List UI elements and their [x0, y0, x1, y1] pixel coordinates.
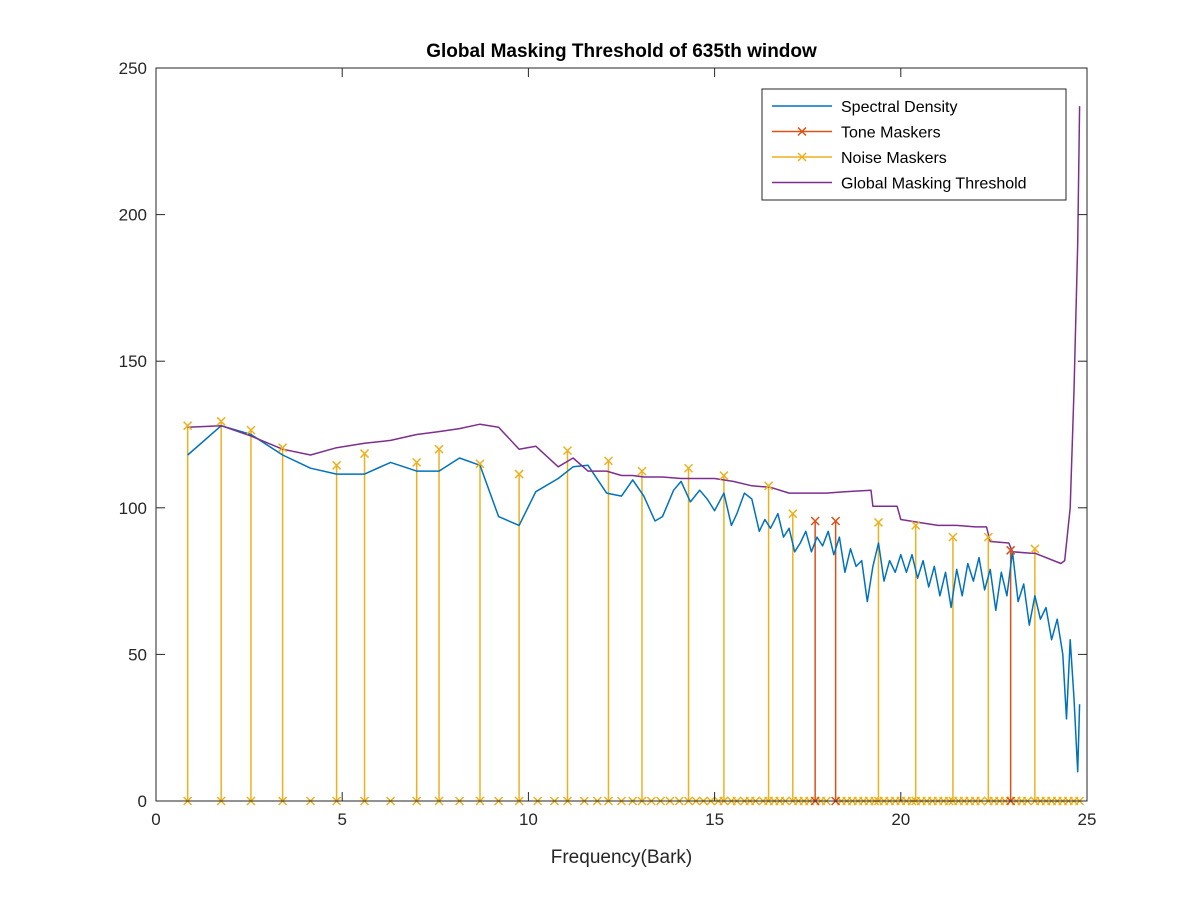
noise-masker-point [764, 481, 774, 491]
noise-masker-point [637, 466, 647, 476]
x-tick-label: 15 [705, 810, 724, 829]
global-masking-threshold-line [187, 106, 1081, 565]
y-tick-label: 0 [138, 792, 147, 811]
legend-entry-global-masking-threshold-label: Global Masking Threshold [841, 176, 1027, 193]
legend-box [761, 88, 1067, 201]
noise-masker-point-stroke-b [412, 457, 422, 467]
noise-masker-point-stroke-b [332, 460, 342, 470]
axes-box [155, 67, 1088, 802]
noise-masker-point [514, 469, 524, 479]
noise-masker-point-stroke-b [434, 444, 444, 454]
y-tick-label: 50 [128, 645, 147, 664]
noise-masker-point-stroke-b [360, 449, 370, 459]
legend-entry-tone-maskers-label: Tone Maskers [841, 125, 941, 142]
noise-masker-point-stroke-b [1030, 544, 1040, 554]
y-tick-label: 250 [119, 59, 147, 78]
legend-entry-tone-maskers-marker-stroke-b [797, 126, 807, 137]
x-tick-label: 0 [151, 810, 160, 829]
noise-masker-point [911, 520, 921, 530]
data-layer [183, 106, 1085, 806]
noise-masker-point-stroke-b [514, 469, 524, 479]
noise-masker-point-stroke-b [684, 463, 694, 473]
noise-masker-point [562, 446, 573, 456]
noise-masker-point-stroke-b [948, 532, 958, 542]
noise-masker-point [183, 421, 193, 431]
legend-entry-tone-maskers: Tone Maskers [772, 125, 941, 142]
tone-masker-point [831, 516, 841, 526]
noise-masker-point [332, 460, 342, 470]
noise-masker-point [603, 456, 613, 466]
tone-masker-point-stroke-b [831, 516, 841, 526]
y-tick-label: 100 [119, 499, 147, 518]
noise-masker-point [216, 416, 226, 426]
noise-masker-point-stroke-b [764, 481, 774, 491]
legend-entry-spectral-density: Spectral Density [772, 99, 958, 116]
y-tick-label: 150 [119, 352, 147, 371]
legend-entry-global-masking-threshold: Global Masking Threshold [772, 176, 1027, 193]
noise-masker-point-stroke-b [788, 509, 798, 519]
noise-masker-point-stroke-b [278, 443, 288, 453]
legend-entry-noise-maskers: Noise Maskers [772, 150, 947, 167]
legend-entry-noise-maskers-label: Noise Maskers [841, 150, 947, 167]
noise-masker-point [719, 471, 729, 481]
noise-masker-point-stroke-b [719, 471, 729, 481]
y-tick-label: 200 [119, 206, 147, 225]
noise-masker-point-stroke-b [603, 456, 613, 466]
noise-masker-point-stroke-b [911, 520, 921, 530]
spectral-density-line [187, 424, 1081, 773]
noise-masker-point [246, 425, 256, 435]
noise-masker-point-stroke-b [183, 421, 193, 431]
tone-masker-point-stroke-b [810, 516, 820, 526]
noise-masker-point [1030, 544, 1040, 554]
legend-entry-tone-maskers-marker [797, 126, 807, 137]
noise-masker-point [983, 532, 993, 542]
noise-masker-point [788, 509, 798, 519]
noise-masker-point [412, 457, 422, 467]
axes-frame [155, 67, 1088, 802]
x-axis-title: Frequency(Bark) [551, 847, 693, 868]
noise-masker-point-stroke-b [246, 425, 256, 435]
noise-masker-point-stroke-b [983, 532, 993, 542]
x-tick-label: 10 [519, 810, 538, 829]
x-tick-label: 5 [337, 810, 346, 829]
noise-masker-point-stroke-b [216, 416, 226, 426]
legend-entry-noise-maskers-marker-stroke-b [797, 152, 807, 162]
tone-masker-point [810, 516, 820, 526]
legend-entry-noise-maskers-marker [797, 152, 807, 162]
chart-title: Global Masking Threshold of 635th window [426, 41, 817, 62]
noise-masker-point-stroke-b [637, 466, 647, 476]
legend-entry-spectral-density-label: Spectral Density [841, 99, 958, 116]
x-tick-label: 25 [1078, 810, 1097, 829]
noise-masker-point [475, 459, 485, 469]
noise-masker-point-stroke-b [562, 446, 573, 456]
tone-masker-point [1006, 545, 1016, 555]
noise-masker-point [684, 463, 694, 473]
legend: Spectral Density Tone Maskers Noise Masker… [761, 88, 1067, 201]
noise-masker-point [873, 517, 883, 527]
noise-masker-point-stroke-b [475, 459, 485, 469]
noise-masker-point-stroke-b [873, 517, 883, 527]
tone-masker-point-stroke-b [1006, 545, 1016, 555]
noise-masker-point [948, 532, 958, 542]
noise-masker-point [434, 444, 444, 454]
noise-masker-point [360, 449, 370, 459]
noise-masker-point [278, 443, 288, 453]
x-tick-label: 20 [891, 810, 910, 829]
